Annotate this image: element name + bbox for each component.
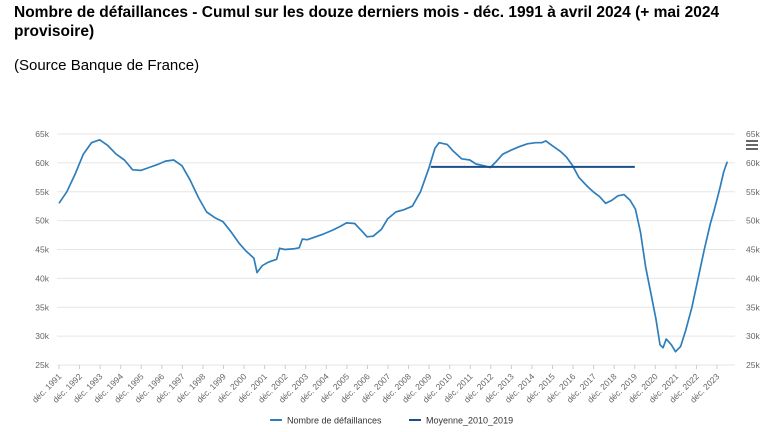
y-tick-label-right: 40k bbox=[746, 273, 760, 283]
grid-lines bbox=[57, 133, 735, 366]
y-tick-label-left: 65k bbox=[35, 129, 49, 139]
y-axis-left: 65k 60k 55k 50k 45k 40k 35k 30k 25k bbox=[35, 129, 49, 370]
y-tick-label-right: 55k bbox=[746, 187, 760, 197]
y-tick-label-right: 25k bbox=[746, 360, 760, 370]
y-tick-label-right: 45k bbox=[746, 245, 760, 255]
y-tick-label-left: 50k bbox=[35, 216, 49, 226]
legend-label[interactable]: Nombre de défaillances bbox=[287, 416, 382, 426]
legend: Nombre de défaillances Moyenne_2010_2019 bbox=[270, 416, 513, 426]
y-axis-right: 65k 60k 55k 50k 45k 40k 35k 30k 25k bbox=[746, 129, 760, 370]
y-tick-label-left: 25k bbox=[35, 360, 49, 370]
legend-label[interactable]: Moyenne_2010_2019 bbox=[426, 416, 513, 426]
series-line-defaillances bbox=[58, 138, 729, 353]
y-tick-label-left: 40k bbox=[35, 273, 49, 283]
hamburger-menu-icon[interactable] bbox=[746, 140, 758, 152]
y-tick-label-left: 60k bbox=[35, 158, 49, 168]
y-tick-label-left: 55k bbox=[35, 187, 49, 197]
y-tick-label-right: 35k bbox=[746, 302, 760, 312]
page-title: Nombre de défaillances - Cumul sur les d… bbox=[14, 4, 720, 40]
y-tick-label-right: 30k bbox=[746, 331, 760, 341]
y-tick-label-right: 60k bbox=[746, 158, 760, 168]
y-tick-label-right: 65k bbox=[746, 129, 760, 139]
y-tick-label-left: 45k bbox=[35, 245, 49, 255]
y-tick-label-left: 35k bbox=[35, 302, 49, 312]
y-tick-label-left: 30k bbox=[35, 331, 49, 341]
source-note: (Source Banque de France) bbox=[14, 57, 200, 74]
y-tick-label-right: 50k bbox=[746, 216, 760, 226]
series-lines bbox=[58, 138, 729, 353]
